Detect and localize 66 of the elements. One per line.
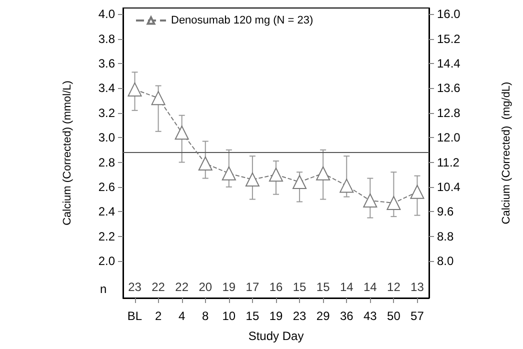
annotation: 14 bbox=[363, 280, 378, 294]
y2-tick-label: 9.6 bbox=[437, 204, 454, 219]
annotation: 16 bbox=[269, 280, 283, 294]
y-tick-label: 2.2 bbox=[98, 229, 116, 244]
point bbox=[386, 196, 401, 210]
y-tick-label: 3.6 bbox=[98, 56, 116, 71]
x-tick-label: 4 bbox=[178, 309, 186, 323]
point bbox=[269, 168, 283, 182]
annotation: 17 bbox=[246, 280, 260, 294]
y-tick-label: 3.2 bbox=[98, 106, 116, 120]
y-tick-label: 2.4 bbox=[98, 204, 116, 219]
x-tick-label: 29 bbox=[316, 309, 330, 323]
x-tick-label: 57 bbox=[410, 309, 424, 323]
y-tick-label: 3.8 bbox=[98, 32, 116, 46]
y-tick-label: 2.8 bbox=[98, 155, 116, 170]
y-tick-label: 4.0 bbox=[98, 7, 116, 22]
annotation: 15 bbox=[292, 280, 307, 294]
x-tick-label: 2 bbox=[154, 309, 162, 323]
x-tick-label: 50 bbox=[387, 309, 401, 323]
y2-tick-label: 12.0 bbox=[437, 130, 461, 145]
x-axis-title: Study Day bbox=[248, 329, 304, 343]
y2-axis-title: Calcium (Corrected) (mg/dL) bbox=[500, 82, 512, 224]
y2-tick-label: 14.4 bbox=[437, 56, 461, 71]
annotation: 23 bbox=[128, 280, 142, 294]
x-tick-label: 15 bbox=[246, 309, 260, 323]
point bbox=[174, 126, 189, 140]
point bbox=[316, 166, 330, 180]
y2-tick-label: 13.6 bbox=[437, 81, 461, 96]
y-axis-title: Calcium (Corrected) (mmol/L) bbox=[62, 80, 74, 226]
x-tick-label: 43 bbox=[363, 309, 378, 323]
point bbox=[410, 184, 424, 199]
y-tick-label: 3.0 bbox=[98, 130, 116, 145]
point bbox=[245, 172, 260, 187]
annotation: 12 bbox=[387, 280, 401, 294]
y-tick-label: 2.6 bbox=[98, 180, 116, 194]
annotation: 20 bbox=[198, 280, 212, 294]
annotation: 14 bbox=[340, 280, 354, 294]
annotation: 22 bbox=[152, 280, 166, 294]
y2-tick-label: 8.0 bbox=[437, 254, 454, 268]
y2-tick-label: 11.2 bbox=[437, 155, 460, 170]
y2-tick-label: 15.2 bbox=[437, 32, 461, 46]
y-tick-label: 2.0 bbox=[98, 254, 116, 268]
legend-label: Denosumab 120 mg (N = 23) bbox=[171, 14, 314, 26]
point bbox=[340, 178, 354, 193]
point bbox=[292, 175, 307, 189]
point bbox=[128, 82, 142, 96]
x-tick-label: 23 bbox=[292, 309, 307, 323]
point bbox=[198, 156, 212, 170]
annotation: 19 bbox=[222, 280, 236, 294]
y2-tick-label: 16.0 bbox=[437, 7, 461, 22]
annotation: 15 bbox=[316, 280, 330, 294]
point bbox=[222, 166, 236, 180]
y-tick-label: 3.4 bbox=[98, 81, 116, 96]
y2-tick-label: 10.4 bbox=[437, 180, 461, 194]
y2-tick-label: 12.8 bbox=[437, 106, 461, 120]
x-tick-label: BL bbox=[127, 309, 142, 323]
point bbox=[363, 194, 378, 208]
x-tick-label: 19 bbox=[269, 309, 283, 323]
annotation: 22 bbox=[175, 280, 189, 294]
y2-tick-label: 8.8 bbox=[437, 229, 454, 244]
x-tick-label: 10 bbox=[222, 309, 236, 323]
annotation: 13 bbox=[410, 280, 424, 294]
text: n bbox=[100, 282, 107, 296]
x-tick-label: 36 bbox=[340, 309, 354, 323]
point bbox=[151, 91, 166, 106]
x-tick-label: 8 bbox=[202, 309, 210, 323]
